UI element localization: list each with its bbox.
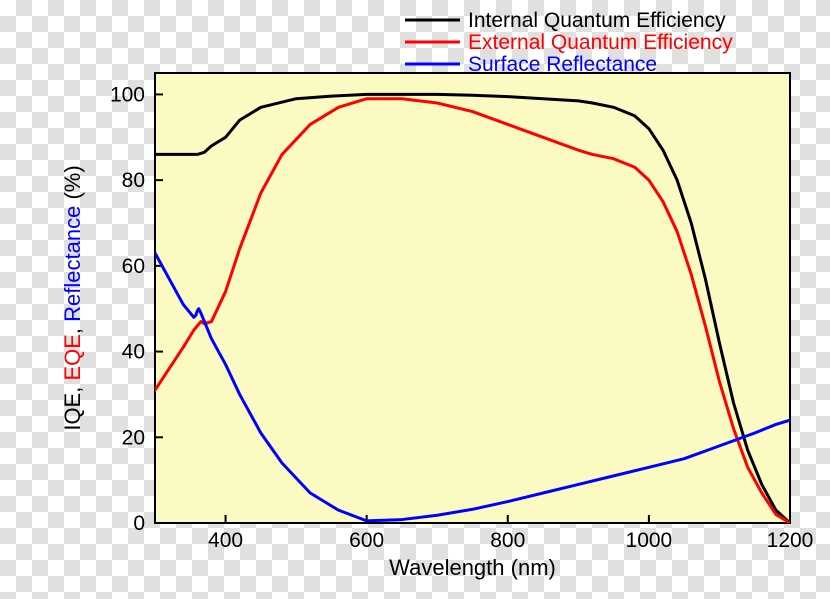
y-tick-label: 0 [133,512,145,535]
y-tick-label: 60 [122,255,145,278]
x-tick-label: 800 [490,529,525,552]
y-tick-label: 100 [110,83,145,106]
x-tick-label: 1000 [626,529,673,552]
y-tick-label: 40 [122,341,145,364]
x-tick-label: 1200 [767,529,814,552]
y-axis-label: IQE, EQE, Reflectance (%) [60,165,85,430]
legend-label: Internal Quantum Efficiency [468,9,726,32]
quantum-efficiency-chart: 400 600 800 1000 1200 0 20 40 60 80 100 Wavelength … [0,0,830,599]
x-tick-label: 400 [208,529,243,552]
x-tick-label: 600 [349,529,384,552]
x-axis-label: Wavelength (nm) [389,555,556,580]
y-tick-label: 20 [122,426,145,449]
legend-label: External Quantum Efficiency [468,31,733,54]
legend-label: Surface Reflectance [468,53,657,76]
y-tick-label: 80 [122,169,145,192]
